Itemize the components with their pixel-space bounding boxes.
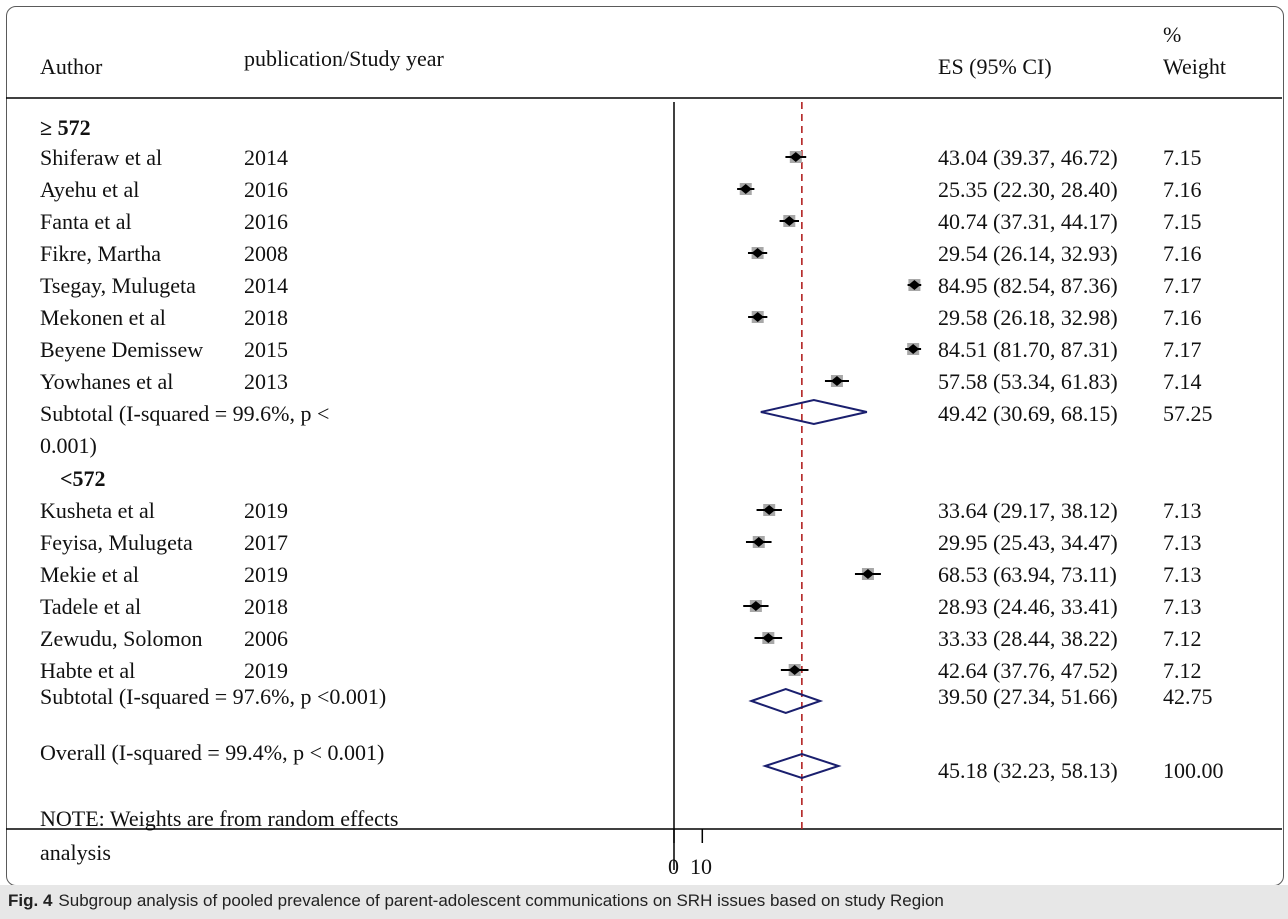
study-weight: 7.16 bbox=[1163, 177, 1202, 202]
header-es: ES (95% CI) bbox=[938, 54, 1052, 79]
header-year: publication/Study year bbox=[244, 46, 444, 71]
overall-label: Overall (I-squared = 99.4%, p < 0.001) bbox=[40, 740, 385, 765]
header-weight: Weight bbox=[1163, 54, 1226, 79]
group-label: ≥ 572 bbox=[40, 115, 91, 140]
study-ci: 68.53 (63.94, 73.11) bbox=[938, 562, 1117, 587]
x-tick-0: 0 bbox=[668, 854, 679, 879]
study-author: Yowhanes et al bbox=[40, 369, 174, 394]
study-author: Ayehu et al bbox=[40, 177, 140, 202]
study-ci: 42.64 (37.76, 47.52) bbox=[938, 658, 1118, 683]
study-author: Tadele et al bbox=[40, 594, 142, 619]
study-weight: 7.12 bbox=[1163, 626, 1202, 651]
study-weight: 7.17 bbox=[1163, 337, 1202, 362]
x-tick-10: 10 bbox=[690, 854, 712, 879]
overall-weight: 100.00 bbox=[1163, 758, 1224, 783]
study-weight: 7.15 bbox=[1163, 209, 1202, 234]
subtotal-label: Subtotal (I-squared = 97.6%, p <0.001) bbox=[40, 684, 387, 709]
study-author: Zewudu, Solomon bbox=[40, 626, 203, 651]
study-weight: 7.13 bbox=[1163, 562, 1202, 587]
study-year: 2019 bbox=[244, 658, 288, 683]
study-author: Fikre, Martha bbox=[40, 241, 161, 266]
study-weight: 7.14 bbox=[1163, 369, 1202, 394]
note-line2: analysis bbox=[40, 840, 111, 865]
subtotal-weight: 57.25 bbox=[1163, 401, 1213, 426]
study-year: 2016 bbox=[244, 177, 288, 202]
study-author: Fanta et al bbox=[40, 209, 132, 234]
study-weight: 7.13 bbox=[1163, 594, 1202, 619]
study-year: 2014 bbox=[244, 273, 288, 298]
study-weight: 7.16 bbox=[1163, 305, 1202, 330]
study-author: Mekie et al bbox=[40, 562, 139, 587]
study-ci: 40.74 (37.31, 44.17) bbox=[938, 209, 1118, 234]
caption-fig-label: Fig. 4 bbox=[8, 891, 53, 910]
study-author: Kusheta et al bbox=[40, 498, 155, 523]
study-year: 2006 bbox=[244, 626, 288, 651]
study-year: 2016 bbox=[244, 209, 288, 234]
study-author: Tsegay, Mulugeta bbox=[40, 273, 196, 298]
header-weight-pct: % bbox=[1163, 22, 1182, 47]
study-year: 2008 bbox=[244, 241, 288, 266]
study-ci: 33.64 (29.17, 38.12) bbox=[938, 498, 1118, 523]
header-author: Author bbox=[40, 54, 103, 79]
study-ci: 29.58 (26.18, 32.98) bbox=[938, 305, 1118, 330]
study-ci: 25.35 (22.30, 28.40) bbox=[938, 177, 1118, 202]
figure-frame bbox=[6, 6, 1284, 886]
study-year: 2019 bbox=[244, 562, 288, 587]
figure-caption: Fig. 4 Subgroup analysis of pooled preval… bbox=[0, 885, 1288, 919]
group-label: <572 bbox=[60, 466, 106, 491]
subtotal-label: Subtotal (I-squared = 99.6%, p < bbox=[40, 401, 330, 426]
subtotal-ci: 39.50 (27.34, 51.66) bbox=[938, 684, 1118, 709]
note-line1: NOTE: Weights are from random effects bbox=[40, 806, 399, 831]
study-year: 2013 bbox=[244, 369, 288, 394]
study-author: Habte et al bbox=[40, 658, 136, 683]
study-ci: 28.93 (24.46, 33.41) bbox=[938, 594, 1118, 619]
study-author: Feyisa, Mulugeta bbox=[40, 530, 193, 555]
study-ci: 84.95 (82.54, 87.36) bbox=[938, 273, 1118, 298]
study-weight: 7.16 bbox=[1163, 241, 1202, 266]
caption-text: Subgroup analysis of pooled prevalence o… bbox=[58, 891, 944, 910]
study-author: Beyene Demissew bbox=[40, 337, 204, 362]
study-weight: 7.15 bbox=[1163, 145, 1202, 170]
study-ci: 84.51 (81.70, 87.31) bbox=[938, 337, 1118, 362]
study-year: 2019 bbox=[244, 498, 288, 523]
study-author: Shiferaw et al bbox=[40, 145, 163, 170]
study-ci: 57.58 (53.34, 61.83) bbox=[938, 369, 1118, 394]
study-weight: 7.13 bbox=[1163, 530, 1202, 555]
study-ci: 29.54 (26.14, 32.93) bbox=[938, 241, 1118, 266]
study-ci: 29.95 (25.43, 34.47) bbox=[938, 530, 1118, 555]
study-ci: 33.33 (28.44, 38.22) bbox=[938, 626, 1118, 651]
subtotal-ci: 49.42 (30.69, 68.15) bbox=[938, 401, 1118, 426]
study-year: 2014 bbox=[244, 145, 288, 170]
study-year: 2018 bbox=[244, 594, 288, 619]
subtotal-label-cont: 0.001) bbox=[40, 433, 97, 458]
study-ci: 43.04 (39.37, 46.72) bbox=[938, 145, 1118, 170]
study-year: 2017 bbox=[244, 530, 288, 555]
study-weight: 7.13 bbox=[1163, 498, 1202, 523]
study-weight: 7.17 bbox=[1163, 273, 1202, 298]
study-year: 2015 bbox=[244, 337, 288, 362]
study-year: 2018 bbox=[244, 305, 288, 330]
study-weight: 7.12 bbox=[1163, 658, 1202, 683]
study-author: Mekonen et al bbox=[40, 305, 166, 330]
subtotal-weight: 42.75 bbox=[1163, 684, 1213, 709]
overall-ci: 45.18 (32.23, 58.13) bbox=[938, 758, 1118, 783]
